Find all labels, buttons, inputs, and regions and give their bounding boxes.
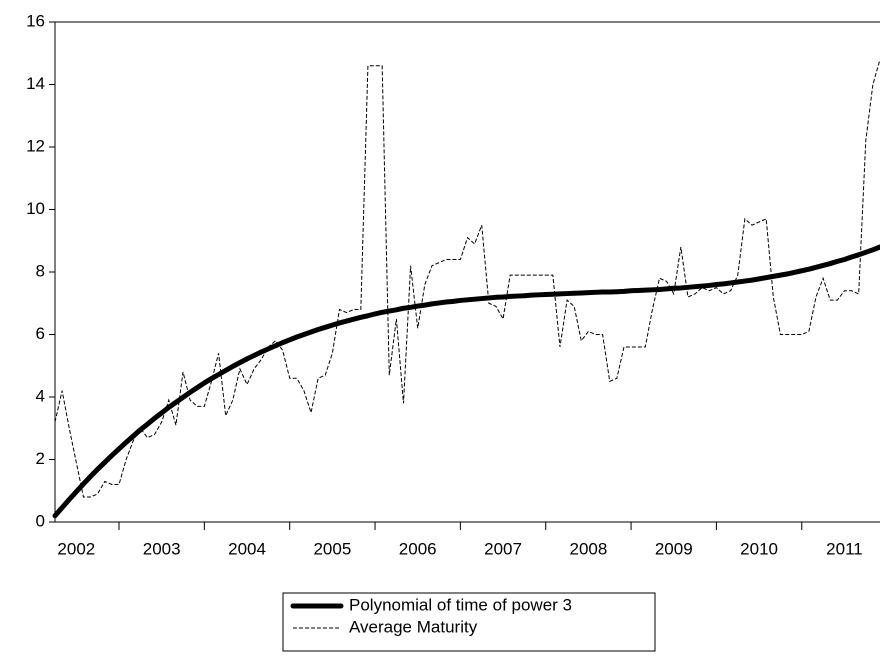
y-tick-label: 16 [26, 11, 45, 30]
x-tick-label: 2009 [655, 539, 693, 558]
y-tick-label: 4 [36, 386, 45, 405]
y-tick-label: 0 [36, 511, 45, 530]
x-tick-label: 2008 [569, 539, 607, 558]
x-tick-label: 2003 [143, 539, 181, 558]
y-tick-label: 6 [36, 324, 45, 343]
y-tick-label: 12 [26, 136, 45, 155]
y-tick-label: 2 [36, 449, 45, 468]
series-line [54, 59, 880, 498]
legend-label: Polynomial of time of power 3 [349, 595, 572, 614]
axis-frame [54, 21, 880, 523]
y-tick-label: 14 [26, 74, 45, 93]
y-tick-label: 10 [26, 199, 45, 218]
y-tick-label: 8 [36, 261, 45, 280]
x-tick-label: 2005 [313, 539, 351, 558]
x-tick-label: 2002 [57, 539, 95, 558]
x-tick-label: 2010 [740, 539, 778, 558]
x-tick-label: 2007 [484, 539, 522, 558]
series-line [52, 244, 880, 519]
x-tick-label: 2011 [826, 539, 863, 558]
x-tick-label: 2004 [228, 539, 266, 558]
legend-box [282, 592, 656, 652]
x-tick-label: 2006 [399, 539, 437, 558]
legend-label: Average Maturity [349, 617, 478, 636]
